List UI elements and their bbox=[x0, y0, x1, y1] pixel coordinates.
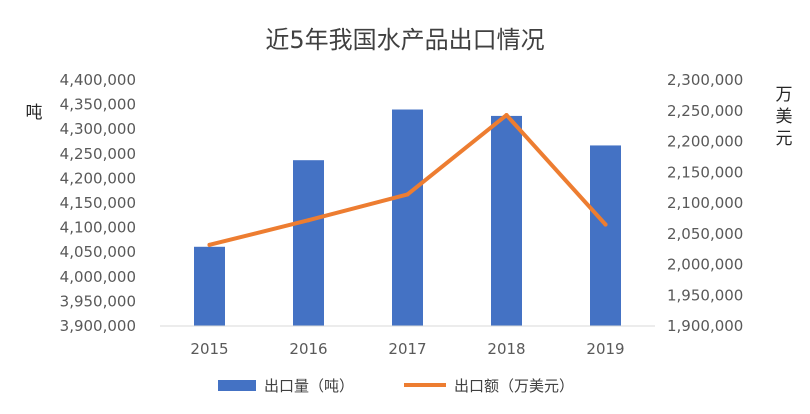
y-right-tick-labels: 1,900,000 1,950,000 2,000,000 2,050,000 2,10… bbox=[667, 71, 743, 335]
y-left-tick-label: 3,900,000 bbox=[60, 317, 136, 335]
y-right-tick-label: 2,050,000 bbox=[667, 225, 743, 243]
y-left-axis-label: 吨 bbox=[26, 103, 43, 123]
y-right-axis-label: 万美元 bbox=[776, 85, 793, 149]
y-right-tick-label: 2,250,000 bbox=[667, 102, 743, 120]
line-point-2015 bbox=[207, 242, 212, 247]
legend-line-label: 出口额（万美元） bbox=[454, 377, 574, 395]
bar-2019 bbox=[590, 145, 621, 326]
y-right-tick-label: 1,900,000 bbox=[667, 317, 743, 335]
y-left-tick-label: 4,100,000 bbox=[60, 219, 136, 237]
y-left-tick-label: 4,250,000 bbox=[60, 145, 136, 163]
y-right-tick-label: 1,950,000 bbox=[667, 286, 743, 304]
y-left-tick-label: 4,150,000 bbox=[60, 194, 136, 212]
line-point-2016 bbox=[306, 218, 311, 223]
y-right-tick-label: 2,100,000 bbox=[667, 194, 743, 212]
y-right-tick-label: 2,150,000 bbox=[667, 163, 743, 181]
y-left-tick-label: 4,050,000 bbox=[60, 243, 136, 261]
bar-series bbox=[194, 109, 621, 327]
x-tick-label: 2017 bbox=[388, 340, 426, 358]
chart-title: 近5年我国水产品出口情况 bbox=[265, 26, 544, 54]
bar-2015 bbox=[194, 246, 225, 326]
y-right-tick-label: 2,200,000 bbox=[667, 133, 743, 151]
y-left-tick-label: 4,350,000 bbox=[60, 96, 136, 114]
bar-2016 bbox=[293, 160, 324, 326]
line-point-2018 bbox=[504, 113, 509, 118]
y-right-tick-label: 2,000,000 bbox=[667, 256, 743, 274]
legend: 出口量（吨） 出口额（万美元） bbox=[218, 377, 574, 395]
x-tick-label: 2019 bbox=[586, 340, 624, 358]
y-left-tick-label: 4,400,000 bbox=[60, 71, 136, 89]
y-left-tick-label: 4,000,000 bbox=[60, 268, 136, 286]
y-left-tick-label: 4,300,000 bbox=[60, 120, 136, 138]
x-tick-label: 2016 bbox=[289, 340, 327, 358]
bar-2018 bbox=[491, 115, 522, 326]
legend-bar-swatch bbox=[218, 380, 256, 391]
y-left-tick-label: 4,200,000 bbox=[60, 169, 136, 187]
line-point-2017 bbox=[405, 192, 410, 197]
x-tick-label: 2015 bbox=[190, 340, 228, 358]
legend-bar-label: 出口量（吨） bbox=[264, 377, 354, 395]
line-point-2019 bbox=[603, 222, 608, 227]
y-left-tick-label: 3,950,000 bbox=[60, 292, 136, 310]
x-tick-labels: 2015 2016 2017 2018 2019 bbox=[190, 340, 624, 358]
line-series bbox=[207, 113, 608, 247]
y-right-tick-label: 2,300,000 bbox=[667, 71, 743, 89]
y-left-tick-labels: 3,900,000 3,950,000 4,000,000 4,050,000 4,10… bbox=[60, 71, 136, 335]
x-tick-label: 2018 bbox=[487, 340, 525, 358]
bar-2017 bbox=[392, 109, 423, 327]
